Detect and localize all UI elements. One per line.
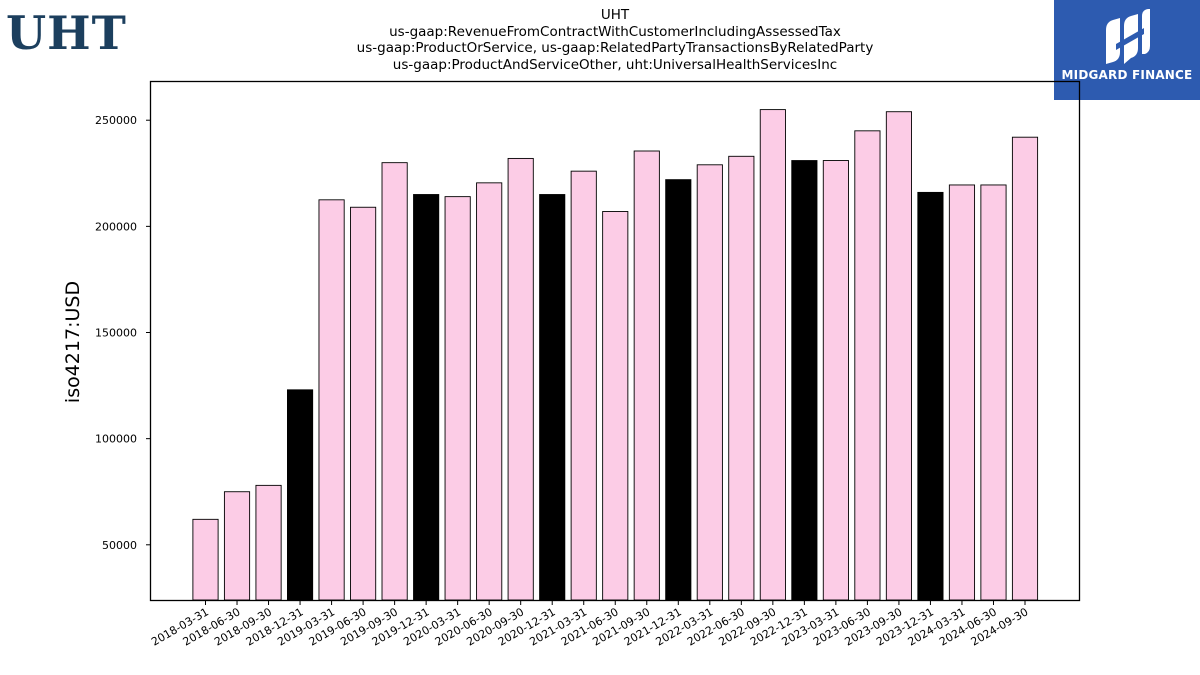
brand-badge: MIDGARD FINANCE xyxy=(1054,0,1200,100)
chart-subtitle-axes: us-gaap:ProductOrService, us-gaap:Relate… xyxy=(356,40,874,56)
bar-2022-09-30 xyxy=(759,109,786,601)
bar-2020-09-30 xyxy=(507,157,534,601)
y-tick-label: 50000 xyxy=(102,539,137,552)
brand-name: MIDGARD FINANCE xyxy=(1061,68,1193,82)
bar-2022-03-31 xyxy=(696,164,723,601)
bar-2019-12-31 xyxy=(413,194,440,601)
bar-2022-06-30 xyxy=(728,155,755,601)
bar-2023-12-31 xyxy=(917,191,944,601)
midgard-logo-icon xyxy=(1106,9,1150,64)
y-tick-label: 250000 xyxy=(95,114,137,127)
bar-2018-03-31 xyxy=(192,518,219,601)
chart-title: UHT xyxy=(600,7,630,23)
chart-subtitle-members: us-gaap:ProductAndServiceOther, uht:Univ… xyxy=(392,56,838,73)
bar-2020-12-31 xyxy=(539,194,566,601)
plot-frame xyxy=(149,80,1081,602)
bars-group xyxy=(192,109,1039,601)
bar-2023-06-30 xyxy=(854,130,881,601)
bar-2018-09-30 xyxy=(255,484,282,601)
y-axis-label: iso4217:USD xyxy=(62,281,84,403)
bar-2019-09-30 xyxy=(381,162,408,601)
bar-2018-06-30 xyxy=(223,491,251,601)
bar-2024-09-30 xyxy=(1011,136,1039,601)
bar-2024-06-30 xyxy=(980,184,1007,601)
bar-2024-03-31 xyxy=(948,184,976,601)
chart-subtitle-concept: us-gaap:RevenueFromContractWithCustomerI… xyxy=(389,23,841,40)
bar-2023-09-30 xyxy=(885,111,912,601)
y-tick-label: 150000 xyxy=(95,327,137,340)
ticker-logo: UHT xyxy=(6,6,127,60)
bar-2018-12-31 xyxy=(287,389,314,601)
bar-2020-03-31 xyxy=(444,196,471,601)
bar-2019-06-30 xyxy=(350,206,377,601)
y-tick-label: 200000 xyxy=(95,220,137,233)
bar-2021-06-30 xyxy=(602,211,629,601)
bar-2021-09-30 xyxy=(633,150,660,601)
bar-2022-12-31 xyxy=(791,160,818,601)
bar-2023-03-31 xyxy=(822,160,849,601)
y-tick-label: 100000 xyxy=(95,433,137,446)
bar-2021-03-31 xyxy=(570,170,597,601)
chart-title-block: UHT us-gaap:RevenueFromContractWithCusto… xyxy=(215,7,1015,73)
y-axis: 50000 100000 150000 200000 250000 xyxy=(95,114,151,552)
bar-2020-06-30 xyxy=(476,182,503,601)
x-axis: 2018-03-312018-06-302018-09-302018-12-31… xyxy=(149,600,1031,649)
bar-2021-12-31 xyxy=(665,179,692,601)
bar-2019-03-31 xyxy=(318,199,345,601)
